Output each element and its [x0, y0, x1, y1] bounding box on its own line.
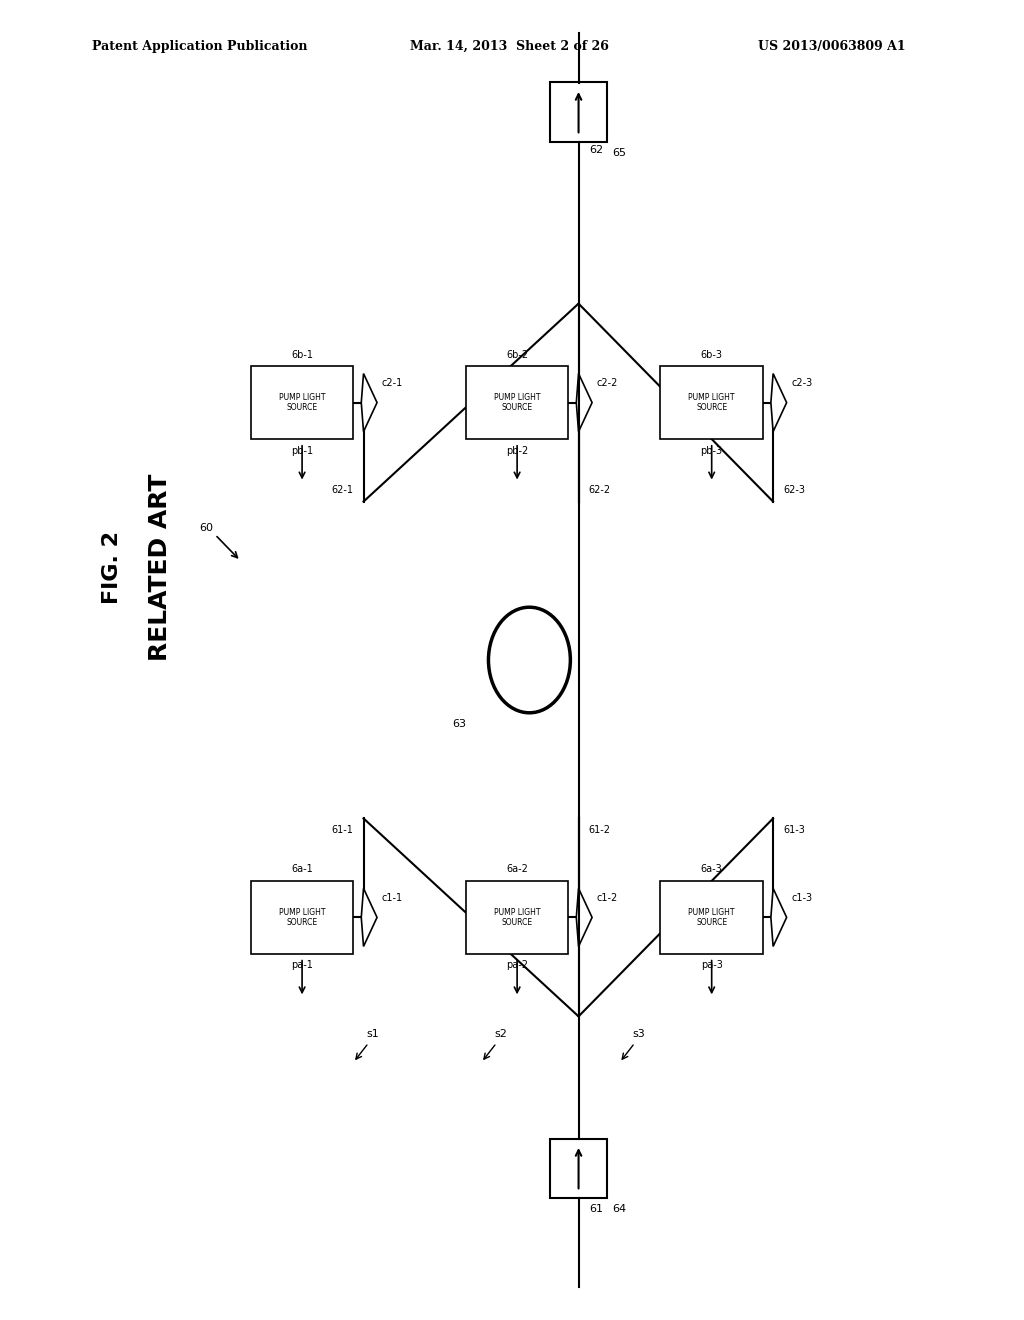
Text: pa-3: pa-3 — [700, 961, 723, 970]
Text: s1: s1 — [367, 1028, 379, 1039]
Text: 61-3: 61-3 — [783, 825, 805, 836]
Text: Patent Application Publication: Patent Application Publication — [92, 40, 307, 53]
Text: pa-2: pa-2 — [506, 961, 528, 970]
Text: 6b-2: 6b-2 — [506, 350, 528, 359]
Text: PUMP LIGHT
SOURCE: PUMP LIGHT SOURCE — [279, 393, 326, 412]
Bar — [466, 366, 568, 438]
Polygon shape — [361, 888, 377, 946]
Text: 61-2: 61-2 — [589, 825, 610, 836]
Text: s3: s3 — [633, 1028, 645, 1039]
Text: 65: 65 — [611, 149, 626, 158]
Text: c2-3: c2-3 — [792, 378, 812, 388]
Text: c1-2: c1-2 — [597, 892, 617, 903]
Text: 60: 60 — [200, 523, 214, 533]
Text: PUMP LIGHT
SOURCE: PUMP LIGHT SOURCE — [494, 393, 541, 412]
Text: FIG. 2: FIG. 2 — [102, 531, 123, 605]
Text: 6b-3: 6b-3 — [700, 350, 723, 359]
Text: 6a-3: 6a-3 — [700, 865, 723, 875]
FancyBboxPatch shape — [551, 1138, 606, 1199]
Bar — [660, 882, 763, 953]
Bar — [251, 366, 353, 438]
Text: US 2013/0063809 A1: US 2013/0063809 A1 — [758, 40, 905, 53]
Text: pb-1: pb-1 — [291, 446, 313, 455]
Text: pa-1: pa-1 — [291, 961, 313, 970]
Polygon shape — [771, 374, 786, 432]
Text: 61: 61 — [589, 1204, 603, 1214]
Text: Mar. 14, 2013  Sheet 2 of 26: Mar. 14, 2013 Sheet 2 of 26 — [410, 40, 608, 53]
Text: 62-2: 62-2 — [589, 484, 611, 495]
Text: 61-1: 61-1 — [332, 825, 353, 836]
Text: c2-2: c2-2 — [597, 378, 617, 388]
Text: s2: s2 — [495, 1028, 508, 1039]
Text: 6a-1: 6a-1 — [291, 865, 313, 875]
Polygon shape — [577, 888, 592, 946]
Text: PUMP LIGHT
SOURCE: PUMP LIGHT SOURCE — [279, 908, 326, 927]
Polygon shape — [361, 374, 377, 432]
Text: pb-3: pb-3 — [700, 446, 723, 455]
Text: RELATED ART: RELATED ART — [148, 474, 172, 661]
Bar — [251, 882, 353, 953]
Bar — [466, 882, 568, 953]
Text: PUMP LIGHT
SOURCE: PUMP LIGHT SOURCE — [688, 908, 735, 927]
Text: 64: 64 — [611, 1204, 626, 1214]
Polygon shape — [771, 888, 786, 946]
Polygon shape — [577, 374, 592, 432]
Text: PUMP LIGHT
SOURCE: PUMP LIGHT SOURCE — [688, 393, 735, 412]
Text: 62: 62 — [589, 144, 603, 154]
FancyBboxPatch shape — [551, 82, 606, 141]
Text: 62-3: 62-3 — [783, 484, 805, 495]
Text: c1-1: c1-1 — [382, 892, 402, 903]
Bar — [660, 366, 763, 438]
Text: PUMP LIGHT
SOURCE: PUMP LIGHT SOURCE — [494, 908, 541, 927]
Text: c1-3: c1-3 — [792, 892, 812, 903]
Text: 6a-2: 6a-2 — [506, 865, 528, 875]
Text: 62-1: 62-1 — [332, 484, 353, 495]
Text: 6b-1: 6b-1 — [291, 350, 313, 359]
Text: 63: 63 — [452, 719, 466, 730]
Text: pb-2: pb-2 — [506, 446, 528, 455]
Text: c2-1: c2-1 — [382, 378, 402, 388]
